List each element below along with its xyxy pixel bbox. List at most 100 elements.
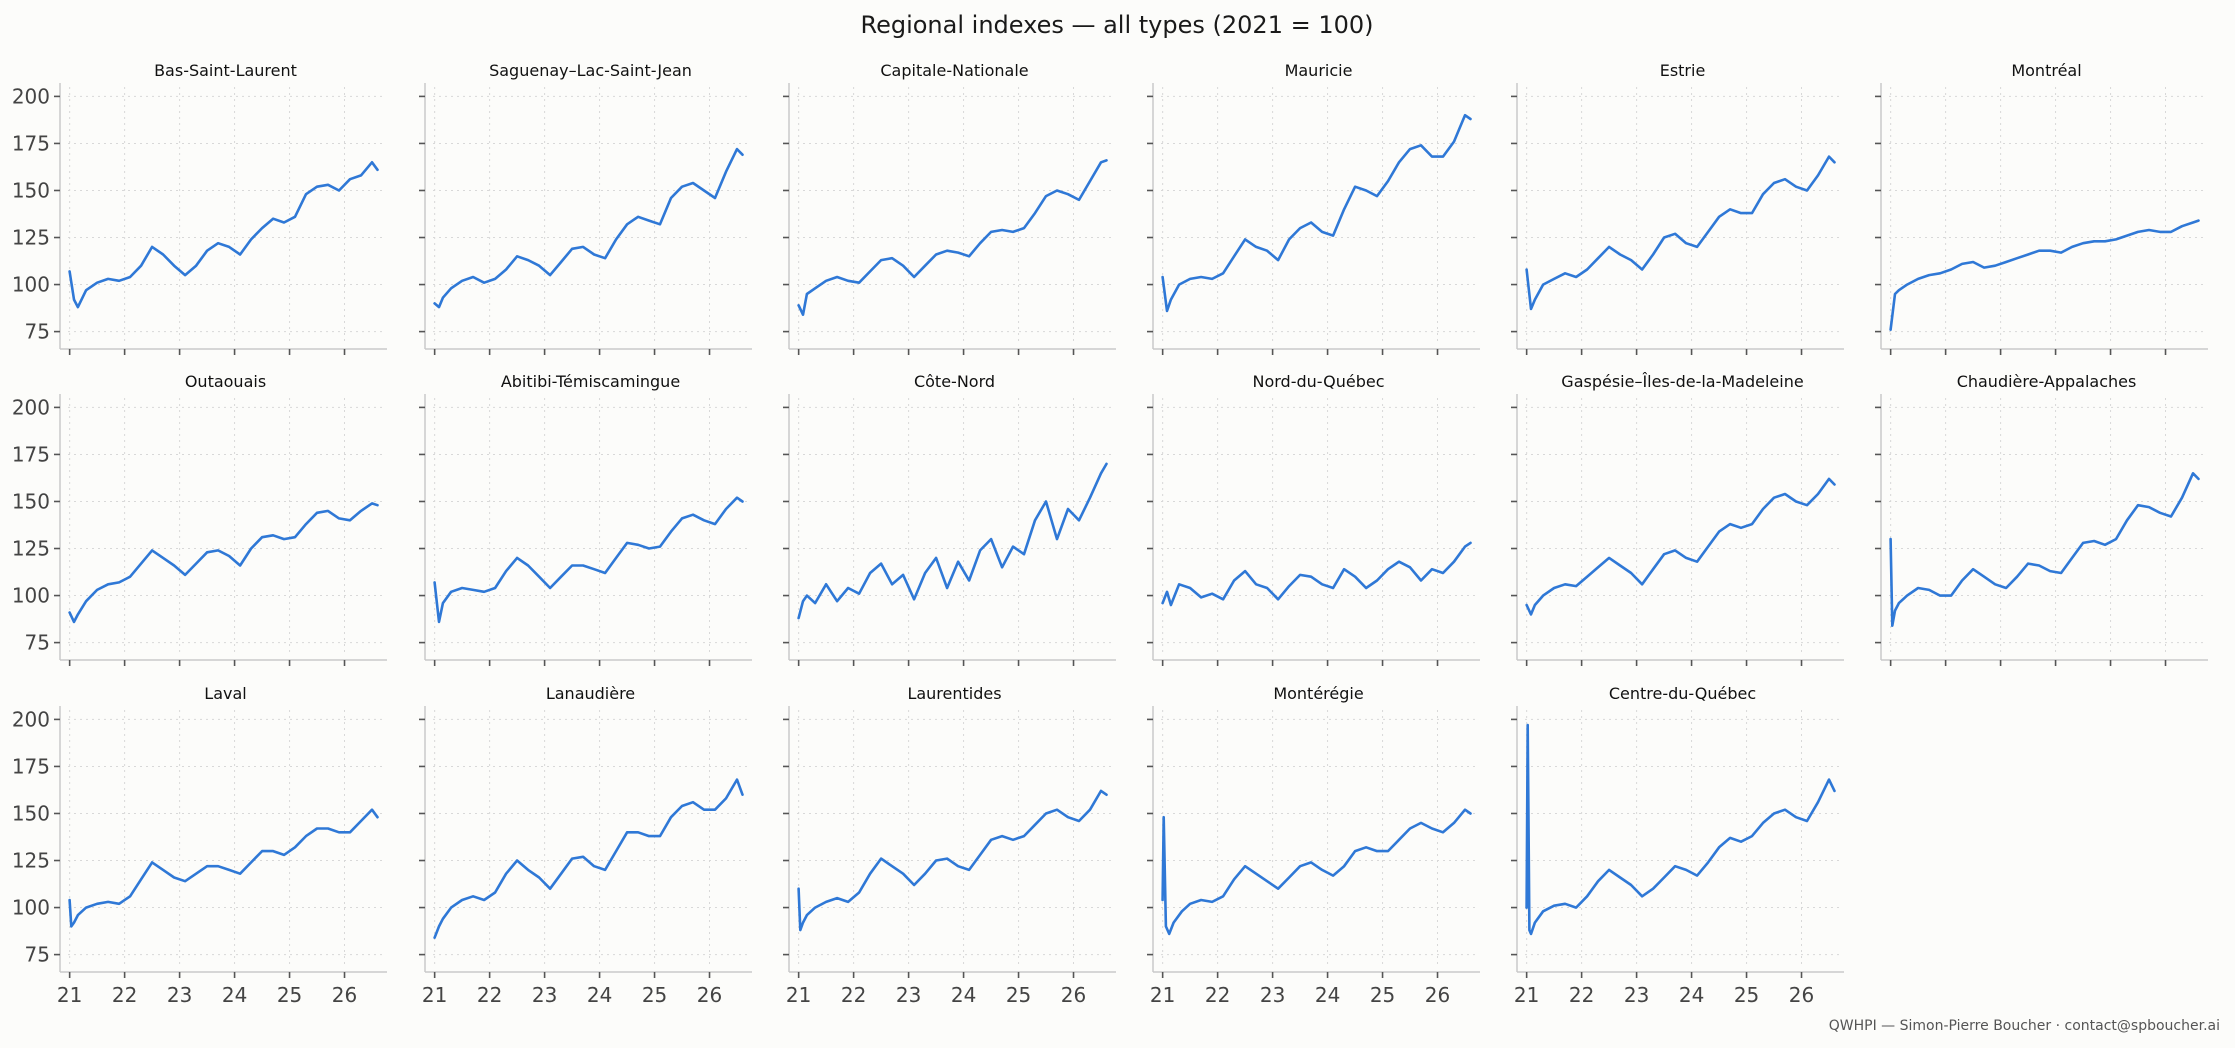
x-tick-label: 22 — [841, 983, 866, 1007]
y-tick-label: 150 — [12, 178, 50, 202]
panel-title: Montréal — [2011, 61, 2081, 80]
x-tick-label: 25 — [1370, 983, 1395, 1007]
panel: 75 100 125 150 175 200 21 22 23 24 25 26 Laval — [12, 684, 387, 1007]
figure-title: Regional indexes — all types (2021 = 100… — [860, 11, 1373, 39]
y-tick-label: 75 — [25, 320, 50, 344]
panel: Estrie — [1511, 61, 1844, 355]
x-tick-label: 23 — [1624, 983, 1649, 1007]
x-tick-label: 23 — [532, 983, 557, 1007]
panel-title: Bas-Saint-Laurent — [154, 61, 297, 80]
panel: Montréal — [1875, 61, 2208, 355]
x-tick-label: 22 — [1569, 983, 1594, 1007]
panel: Gaspésie–Îles-de-la-Madeleine — [1511, 372, 1844, 666]
panel-title: Mauricie — [1285, 61, 1353, 80]
panel: Capitale-Nationale — [783, 61, 1116, 355]
panel: Nord-du-Québec — [1147, 372, 1480, 666]
y-tick-label: 100 — [12, 584, 50, 608]
panel-title: Chaudière-Appalaches — [1957, 372, 2137, 391]
panel-title: Laurentides — [907, 684, 1001, 703]
series-line — [68, 808, 379, 928]
panel-title: Laval — [204, 684, 246, 703]
panel: 21 22 23 24 25 26 Laurentides — [783, 684, 1116, 1007]
x-tick-label: 23 — [896, 983, 921, 1007]
x-tick-label: 24 — [1315, 983, 1340, 1007]
panel: 75 100 125 150 175 200 Outaouais — [12, 372, 387, 666]
x-tick-label: 21 — [1514, 983, 1539, 1007]
x-tick-label: 25 — [642, 983, 667, 1007]
x-tick-label: 26 — [332, 983, 357, 1007]
panels-grid: 75 100 125 150 175 200 Bas-Saint-Laurent Saguen… — [12, 61, 2208, 1007]
panel: Mauricie — [1147, 61, 1480, 355]
panel: 75 100 125 150 175 200 Bas-Saint-Laurent — [12, 61, 387, 355]
x-tick-label: 24 — [951, 983, 976, 1007]
y-tick-label: 150 — [12, 489, 50, 513]
x-tick-label: 25 — [1006, 983, 1031, 1007]
y-tick-label: 200 — [12, 707, 50, 731]
series-line — [797, 789, 1108, 932]
x-tick-label: 25 — [1734, 983, 1759, 1007]
panel-title: Côte-Nord — [914, 372, 995, 391]
series-line — [1161, 113, 1472, 313]
panel-title: Capitale-Nationale — [880, 61, 1028, 80]
panel-title: Estrie — [1660, 61, 1706, 80]
panel: Saguenay–Lac-Saint-Jean — [419, 61, 752, 355]
panel: Abitibi-Témiscamingue — [419, 372, 752, 666]
x-tick-label: 23 — [167, 983, 192, 1007]
figure-footer: QWHPI — Simon-Pierre Boucher · contact@s… — [1829, 1018, 2220, 1034]
series-line — [797, 159, 1108, 317]
panel: 21 22 23 24 25 26 Centre-du-Québec — [1511, 684, 1844, 1007]
series-line — [68, 161, 379, 309]
x-tick-label: 21 — [786, 983, 811, 1007]
x-tick-label: 26 — [1789, 983, 1814, 1007]
series-line — [1161, 808, 1472, 936]
y-tick-label: 125 — [12, 226, 50, 250]
x-tick-label: 26 — [697, 983, 722, 1007]
panel-title: Nord-du-Québec — [1252, 372, 1384, 391]
series-line — [797, 462, 1108, 620]
panel-title: Lanaudière — [546, 684, 635, 703]
panel-title: Gaspésie–Îles-de-la-Madeleine — [1561, 372, 1803, 391]
panel-title: Centre-du-Québec — [1609, 684, 1756, 703]
y-tick-label: 75 — [25, 943, 50, 967]
series-line — [1889, 219, 2200, 332]
y-tick-label: 125 — [12, 537, 50, 561]
x-tick-label: 22 — [112, 983, 137, 1007]
panel: 21 22 23 24 25 26 Montérégie — [1147, 684, 1480, 1007]
y-tick-label: 75 — [25, 631, 50, 655]
panel: 21 22 23 24 25 26 Lanaudière — [419, 684, 752, 1007]
panel-title: Montérégie — [1273, 684, 1363, 703]
x-tick-label: 24 — [1679, 983, 1704, 1007]
x-tick-label: 26 — [1061, 983, 1086, 1007]
series-line — [1525, 477, 1836, 616]
series-line — [68, 502, 379, 624]
y-tick-label: 175 — [12, 442, 50, 466]
x-tick-label: 26 — [1425, 983, 1450, 1007]
x-tick-label: 21 — [1150, 983, 1175, 1007]
series-line — [433, 496, 744, 624]
y-tick-label: 150 — [12, 801, 50, 825]
x-tick-label: 22 — [1205, 983, 1230, 1007]
y-tick-label: 125 — [12, 849, 50, 873]
y-tick-label: 200 — [12, 395, 50, 419]
x-tick-label: 23 — [1260, 983, 1285, 1007]
panel-title: Saguenay–Lac-Saint-Jean — [489, 61, 692, 80]
x-tick-label: 24 — [587, 983, 612, 1007]
x-tick-label: 22 — [477, 983, 502, 1007]
x-tick-label: 24 — [222, 983, 247, 1007]
series-line — [1161, 541, 1472, 607]
series-line — [1525, 723, 1836, 936]
series-line — [1525, 155, 1836, 311]
y-tick-label: 175 — [12, 131, 50, 155]
panel-title: Abitibi-Témiscamingue — [501, 372, 680, 391]
x-tick-label: 21 — [57, 983, 82, 1007]
x-tick-label: 21 — [422, 983, 447, 1007]
y-tick-label: 100 — [12, 896, 50, 920]
y-tick-label: 100 — [12, 273, 50, 297]
panel-title: Outaouais — [185, 372, 266, 391]
series-line — [433, 778, 744, 940]
panel: Chaudière-Appalaches — [1875, 372, 2208, 666]
y-tick-label: 200 — [12, 84, 50, 108]
y-tick-label: 175 — [12, 754, 50, 778]
series-line — [433, 147, 744, 309]
